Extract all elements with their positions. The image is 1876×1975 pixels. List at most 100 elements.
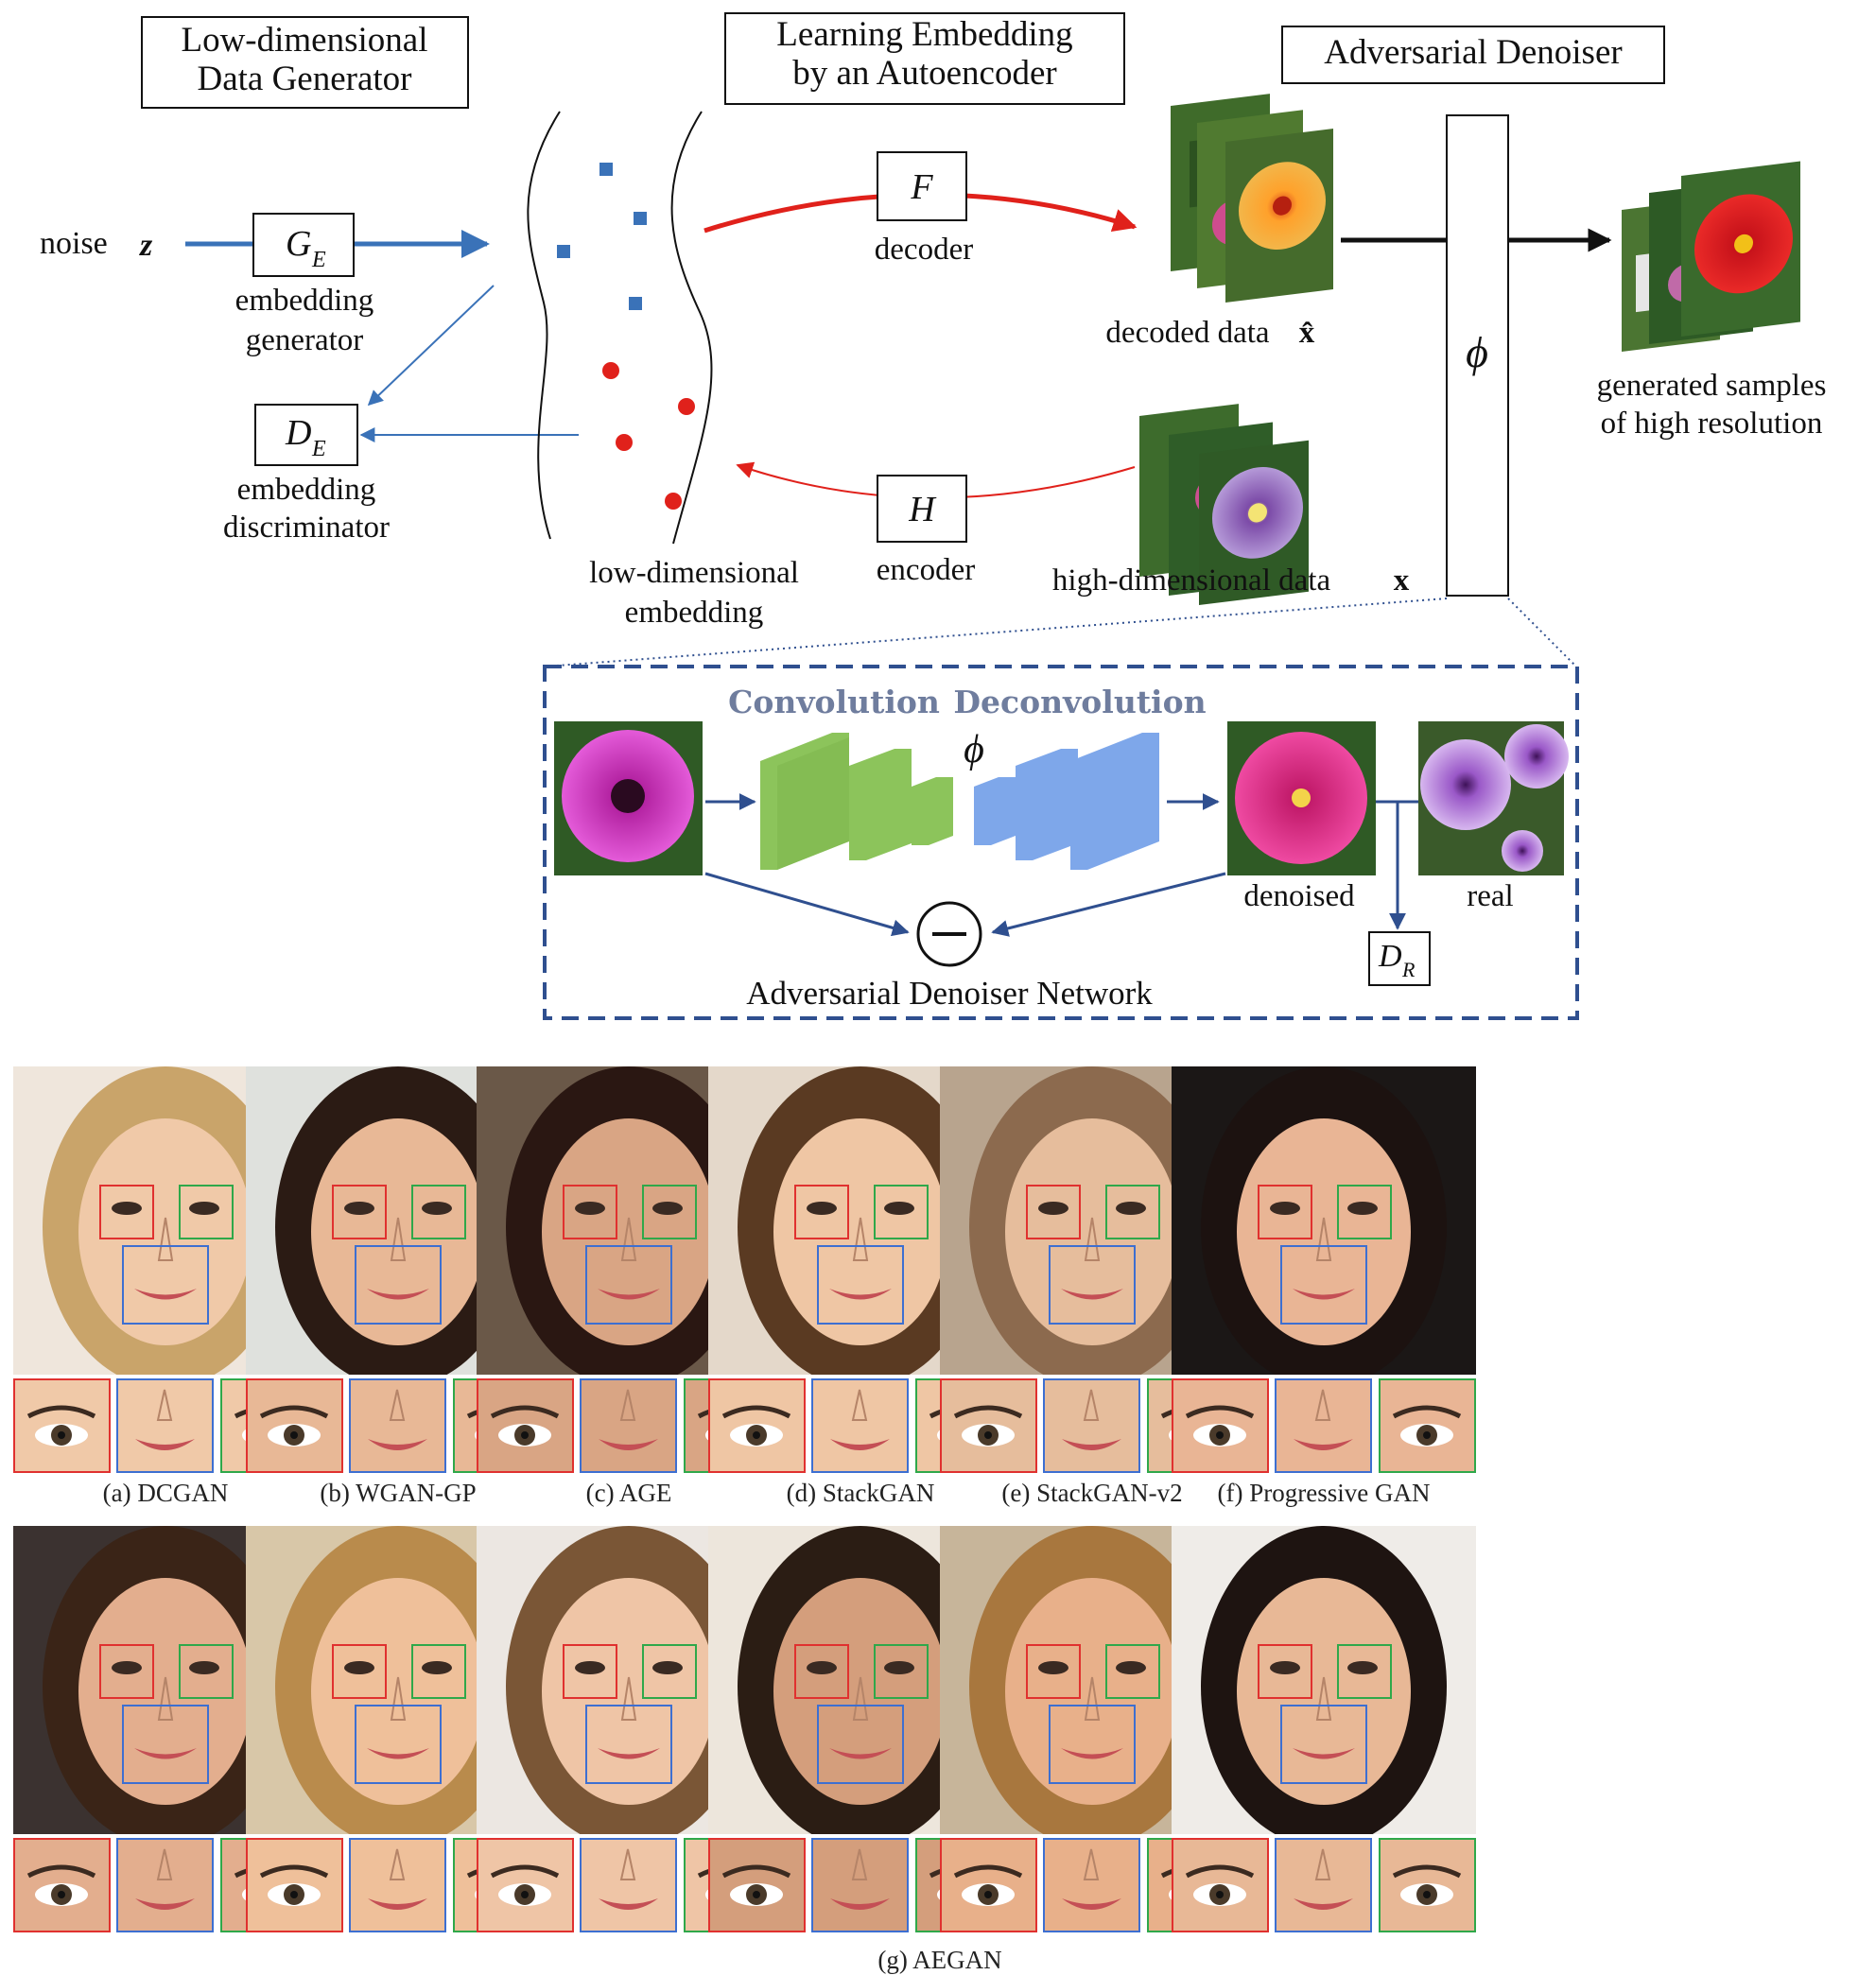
input-to-minus-arrow [704, 872, 910, 937]
method-caption: (a) DCGAN [102, 1479, 229, 1507]
mouth-crop [116, 1378, 214, 1473]
svg-text:F: F [910, 167, 933, 207]
denoised-to-minus-arrow [991, 872, 1226, 937]
deconvolution-blocks [974, 733, 1159, 870]
left-eye-crop [1172, 1838, 1269, 1932]
high-dim-image-stack [1139, 404, 1309, 605]
svg-text:ϕ: ϕ [1466, 328, 1488, 376]
mouth-crop [811, 1378, 909, 1473]
zoom-line-right [1507, 598, 1577, 667]
svg-text:G: G [286, 224, 311, 264]
face-region-boxes [332, 1644, 466, 1784]
left-eye-crop [940, 1838, 1037, 1932]
right-eye-crop [1379, 1378, 1476, 1473]
face-region-boxes [563, 1185, 697, 1325]
deconvolution-label: Deconvolution [953, 684, 1206, 720]
convolution-label: Convolution [728, 684, 940, 720]
decoder-box: F [877, 151, 967, 221]
method-caption: (f) Progressive GAN [1217, 1479, 1431, 1507]
mouth-crop [1275, 1838, 1372, 1932]
denoiser-network-inset [543, 665, 1579, 1020]
svg-text:Low-dimensional: Low-dimensional [181, 21, 427, 60]
svg-text:Adversarial Denoiser: Adversarial Denoiser [1324, 33, 1622, 72]
svg-text:D: D [1378, 939, 1402, 974]
decoded-image-stack [1171, 94, 1333, 303]
svg-text:E: E [311, 248, 326, 272]
face-region-boxes [1258, 1644, 1392, 1784]
left-eye-crop [13, 1838, 111, 1932]
embedding-discriminator-caption-1: embedding [237, 473, 376, 507]
face-row [13, 1526, 1867, 1970]
face-region-boxes [794, 1185, 929, 1325]
left-eye-crop [1172, 1378, 1269, 1473]
network-title: Adversarial Denoiser Network [746, 975, 1153, 1012]
left-eye-crop [477, 1838, 574, 1932]
face-region-boxes [1026, 1644, 1160, 1784]
inset-phi-label: ϕ [964, 728, 984, 771]
svg-text:D: D [285, 413, 311, 453]
left-eye-crop [246, 1378, 343, 1473]
generated-image-stack [1622, 161, 1800, 352]
minus-node [916, 901, 982, 967]
left-eye-crop [708, 1378, 806, 1473]
mouth-crop [580, 1838, 677, 1932]
convolution-blocks [760, 733, 953, 870]
denoised-image [1227, 721, 1376, 875]
left-eye-crop [13, 1378, 111, 1473]
mouth-crop [1043, 1378, 1140, 1473]
real-image [1418, 721, 1569, 875]
right-eye-crop [1379, 1838, 1476, 1932]
mouth-crop [349, 1378, 446, 1473]
noise-symbol: z [139, 228, 153, 263]
method-caption: (d) StackGAN [786, 1479, 935, 1507]
aegan-architecture-diagram: Low-dimensional Data Generator Learning … [40, 12, 1826, 1020]
svg-text:H: H [908, 490, 937, 529]
high-dim-data-caption: high-dimensional data [1052, 563, 1331, 598]
generator-section-title: Low-dimensional Data Generator [141, 16, 469, 109]
encoder-caption: encoder [877, 553, 975, 587]
embedding-to-generator-feedback-arrow [367, 285, 495, 407]
phi-denoiser-block: ϕ [1446, 114, 1509, 597]
left-eye-crop [940, 1378, 1037, 1473]
decoded-data-symbol: x̂ [1299, 316, 1315, 350]
embedding-caption-2: embedding [625, 596, 764, 630]
svg-text:R: R [1401, 958, 1416, 981]
embedding-caption-1: low-dimensional [589, 556, 799, 590]
face-comparison-grid: (a) DCGAN (b) WGAN-GP (c) AGE (d) StackGAN (… [13, 1066, 1867, 1974]
face-region-boxes [99, 1185, 234, 1325]
mouth-crop [811, 1838, 909, 1932]
face-region-boxes [332, 1185, 466, 1325]
face-panel [1172, 1526, 1476, 1934]
mouth-crop [1043, 1838, 1140, 1932]
generated-caption-2: of high resolution [1601, 407, 1823, 441]
real-caption: real [1467, 879, 1513, 913]
left-eye-crop [477, 1378, 574, 1473]
decoded-data-caption: decoded data [1105, 316, 1270, 350]
left-eye-crop [246, 1838, 343, 1932]
noise-label: noise [40, 226, 108, 261]
mouth-crop [349, 1838, 446, 1932]
face-image [1172, 1066, 1476, 1375]
embedding-discriminator-caption-2: discriminator [223, 511, 390, 545]
real-discriminator-box: D R [1368, 931, 1431, 986]
method-caption: (c) AGE [585, 1479, 672, 1507]
face-region-boxes [1258, 1185, 1392, 1325]
decoder-caption: decoder [875, 233, 973, 267]
face-region-boxes [563, 1644, 697, 1784]
face-row: (a) DCGAN (b) WGAN-GP (c) AGE (d) StackGAN (… [13, 1066, 1867, 1511]
face-region-boxes [1026, 1185, 1160, 1325]
denoiser-section-title: Adversarial Denoiser [1281, 26, 1665, 84]
svg-text:Learning Embedding: Learning Embedding [776, 15, 1072, 54]
encoder-box: H [877, 475, 967, 543]
mouth-crop [580, 1378, 677, 1473]
inset-input-image [554, 721, 703, 875]
face-image [1172, 1526, 1476, 1834]
aegan-caption: (g) AEGAN [877, 1946, 1002, 1974]
high-dim-data-symbol: x [1394, 563, 1410, 598]
svg-text:E: E [311, 437, 326, 461]
face-region-boxes [794, 1644, 929, 1784]
face-panel: (f) Progressive GAN [1172, 1066, 1476, 1507]
svg-text:by an Autoencoder: by an Autoencoder [792, 54, 1056, 93]
embedding-discriminator-box: D E [254, 404, 358, 466]
autoencoder-section-title: Learning Embedding by an Autoencoder [724, 12, 1125, 105]
